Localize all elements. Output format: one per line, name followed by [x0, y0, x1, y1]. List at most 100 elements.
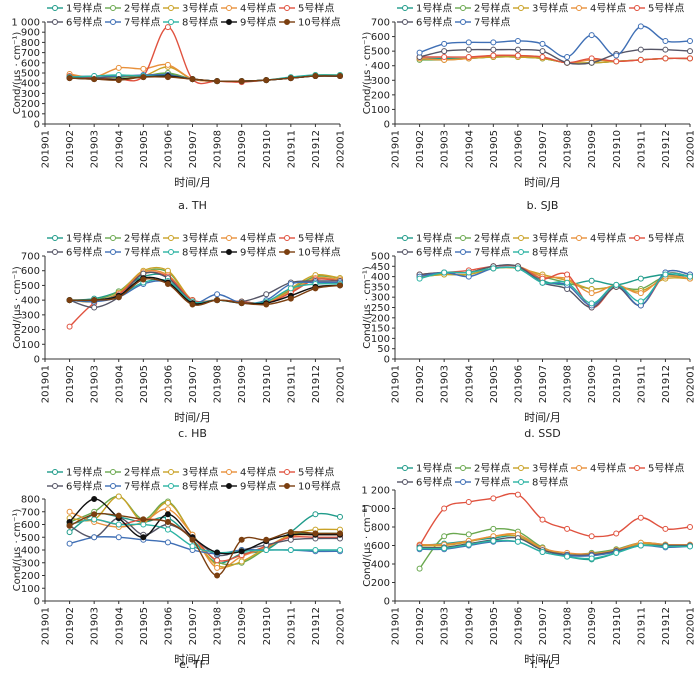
data-point [588, 290, 595, 297]
data-point [66, 522, 73, 529]
data-point [263, 547, 270, 553]
y-tick-label: 800 [21, 495, 40, 506]
data-point [66, 529, 73, 536]
data-point [287, 295, 294, 302]
legend-marker [518, 5, 524, 11]
data-point [490, 525, 497, 532]
y-tick-label: 200 [371, 90, 390, 101]
x-tick-label: 201902 [65, 130, 76, 168]
x-tick-label: 201904 [114, 130, 125, 168]
y-tick-label: 100 [371, 105, 390, 116]
legend-item: 8号样点 [163, 246, 218, 259]
legend-marker [402, 465, 408, 471]
data-point [312, 511, 319, 518]
x-axis-label: 时间/月 [174, 411, 211, 424]
x-tick-label: 201906 [513, 130, 524, 168]
y-axis-label: Cond/(μs · cm⁻¹) [12, 509, 23, 592]
legend-item: 7号样点 [105, 16, 160, 29]
panel-caption: c. HB [178, 427, 207, 440]
legend-item: 6号样点 [47, 246, 102, 259]
legend-item: 5号样点 [279, 232, 334, 245]
legend-item: 3号样点 [163, 232, 218, 245]
y-tick-label: 0 [34, 120, 40, 131]
legend-item: 3号样点 [513, 462, 568, 475]
data-point [214, 557, 221, 564]
legend-label: 9号样点 [240, 246, 276, 259]
y-tick-label: 700 [21, 507, 40, 518]
legend-label: 1号样点 [66, 466, 102, 479]
legend-label: 5号样点 [298, 232, 334, 245]
data-point [287, 75, 294, 82]
legend-label: 5号样点 [648, 462, 684, 475]
panel-caption: f. TL [531, 658, 555, 671]
legend-label: 5号样点 [298, 466, 334, 479]
y-tick-label: 200 [21, 571, 40, 582]
data-point [164, 511, 171, 518]
data-point [214, 572, 221, 579]
data-point [164, 24, 171, 31]
x-tick-label: 201905 [489, 130, 500, 168]
data-point [539, 548, 546, 555]
x-tick-label: 201905 [489, 365, 500, 403]
x-tick-label: 201909 [237, 607, 248, 645]
legend-label: 7号样点 [474, 246, 510, 259]
data-point [662, 543, 669, 550]
data-point [687, 273, 693, 280]
data-point [662, 271, 669, 278]
data-point [687, 48, 693, 55]
y-tick-label: 200 [371, 578, 390, 589]
data-point [287, 547, 294, 553]
legend-item: 1号样点 [397, 232, 452, 245]
legend-label: 10号样点 [298, 246, 341, 259]
x-tick-label: 202001 [686, 130, 697, 168]
data-point [337, 547, 343, 553]
x-tick-label: 201909 [587, 607, 598, 645]
data-point [662, 55, 669, 62]
legend-marker [52, 19, 58, 25]
data-point [189, 76, 196, 83]
y-tick-label: 600 [21, 58, 40, 69]
y-tick-label: 0 [384, 355, 390, 366]
legend-label: 8号样点 [182, 246, 218, 259]
y-tick-label: 350 [371, 282, 390, 293]
data-point [263, 536, 270, 543]
data-point [514, 37, 521, 44]
data-point [465, 53, 472, 60]
x-tick-label: 201908 [563, 130, 574, 168]
data-point [337, 513, 343, 520]
legend-marker [110, 5, 116, 11]
data-point [140, 74, 147, 81]
panel-caption: b. SJB [527, 199, 559, 212]
data-point [465, 531, 472, 538]
y-tick-label: 100 [21, 584, 40, 595]
legend-marker [110, 249, 116, 255]
legend-marker [226, 249, 232, 255]
legend-label: 6号样点 [416, 246, 452, 259]
data-point [312, 547, 319, 553]
x-tick-label: 201912 [661, 607, 672, 645]
legend-item: 9号样点 [221, 16, 276, 29]
legend-item: 8号样点 [513, 246, 568, 259]
x-tick-label: 201901 [41, 130, 52, 168]
data-point [564, 525, 571, 532]
data-point [337, 282, 343, 289]
data-point [441, 53, 448, 60]
legend-marker [460, 19, 466, 25]
data-point [465, 269, 472, 276]
data-point [214, 564, 221, 571]
x-tick-label: 201911 [636, 365, 647, 403]
series-line-7 [419, 25, 691, 58]
x-tick-label: 201912 [311, 607, 322, 645]
y-tick-label: 400 [21, 296, 40, 307]
data-point [687, 524, 693, 530]
data-point [416, 275, 423, 282]
legend-marker [518, 249, 524, 255]
y-tick-label: 600 [371, 541, 390, 552]
data-point [66, 297, 73, 304]
legend-label: 1号样点 [416, 462, 452, 475]
data-point [66, 508, 73, 515]
data-point [189, 301, 196, 308]
legend-label: 4号样点 [590, 462, 626, 475]
y-tick-label: 900 [21, 28, 40, 39]
